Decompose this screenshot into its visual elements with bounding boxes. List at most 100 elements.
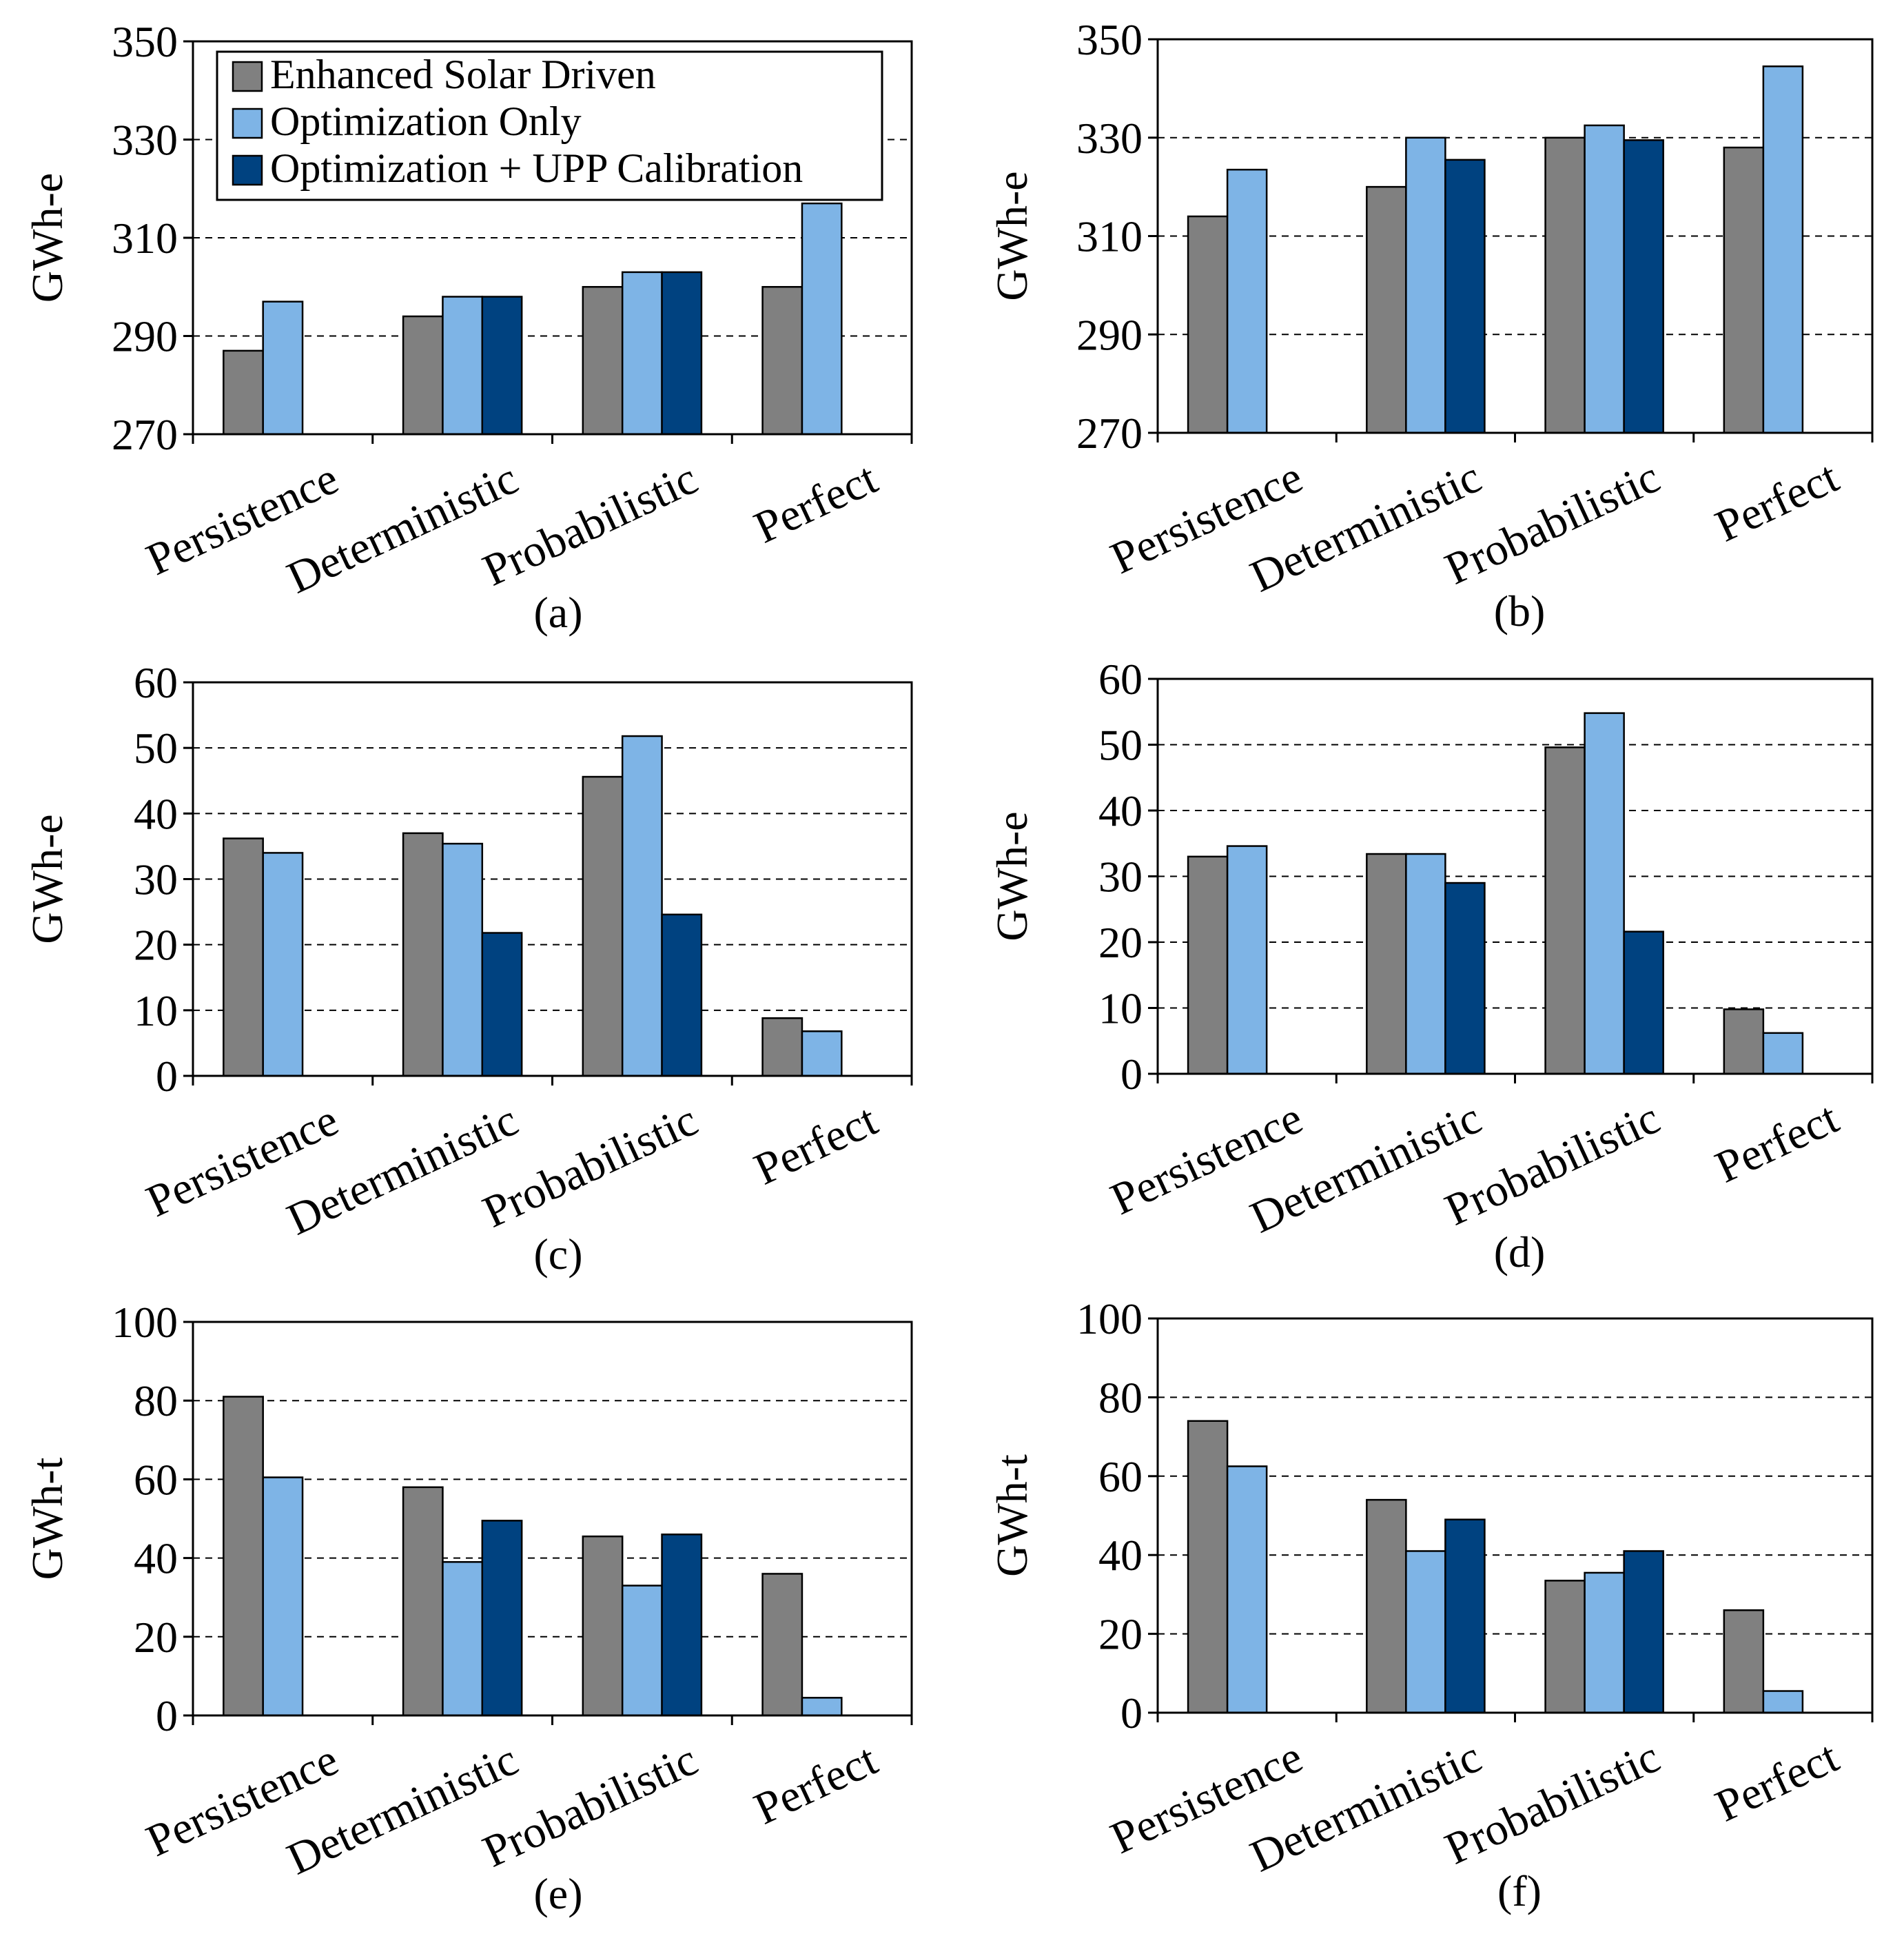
y-tick-label: 50 xyxy=(134,724,178,773)
bar xyxy=(223,837,264,1077)
legend-swatch xyxy=(232,154,263,186)
y-tick-label: 290 xyxy=(112,312,178,361)
x-tick-label: Perfect xyxy=(1708,1092,1845,1192)
x-tick-label: Perfect xyxy=(747,1094,885,1194)
bar xyxy=(223,349,264,436)
y-axis-label: GWh-t xyxy=(23,1457,72,1580)
bar xyxy=(1444,882,1486,1075)
y-tick-label: 0 xyxy=(1120,1050,1143,1099)
legend-label: Optimization Only xyxy=(270,99,582,144)
bar xyxy=(1226,845,1268,1075)
y-tick-label: 60 xyxy=(1098,655,1143,704)
bar xyxy=(621,271,663,436)
chart-panel: 020406080100PersistenceDeterministicProb… xyxy=(23,1298,913,1918)
bar xyxy=(262,852,304,1077)
bar xyxy=(661,1533,703,1717)
bar xyxy=(1762,65,1804,434)
y-tick-label: 30 xyxy=(134,855,178,904)
legend-swatch xyxy=(232,108,263,139)
panel-label: (d) xyxy=(1494,1227,1546,1276)
chart-panel: 0102030405060PersistenceDeterministicPro… xyxy=(23,658,913,1278)
y-tick-label: 330 xyxy=(1076,114,1143,163)
y-tick-label: 350 xyxy=(1076,15,1143,64)
y-tick-label: 100 xyxy=(112,1298,178,1347)
chart-panel: 270290310330350PersistenceDeterministicP… xyxy=(987,15,1874,635)
legend-box xyxy=(216,50,883,201)
bar xyxy=(1584,1571,1625,1714)
bar xyxy=(402,1486,444,1717)
bar xyxy=(801,1697,843,1717)
bar xyxy=(801,202,843,436)
bar xyxy=(1723,146,1765,434)
y-tick-label: 60 xyxy=(134,1455,178,1504)
y-tick-label: 20 xyxy=(134,1613,178,1662)
bar xyxy=(1762,1032,1804,1075)
bar xyxy=(481,1520,523,1717)
y-axis-label: GWh-e xyxy=(987,811,1036,941)
bar xyxy=(1762,1690,1804,1714)
bar xyxy=(1584,712,1625,1075)
y-tick-label: 330 xyxy=(112,116,178,165)
bar xyxy=(1544,136,1586,434)
bar xyxy=(761,286,803,436)
y-tick-label: 60 xyxy=(134,658,178,707)
y-tick-label: 270 xyxy=(112,410,178,459)
y-axis-label: GWh-e xyxy=(23,173,72,303)
bar xyxy=(1584,124,1625,434)
bar xyxy=(442,1561,484,1717)
y-tick-label: 10 xyxy=(1098,984,1143,1033)
bar xyxy=(1226,168,1268,434)
y-tick-label: 0 xyxy=(1120,1689,1143,1738)
y-tick-label: 20 xyxy=(1098,1610,1143,1659)
bar xyxy=(1723,1008,1765,1075)
y-tick-label: 350 xyxy=(112,17,178,66)
y-tick-label: 100 xyxy=(1076,1294,1143,1343)
legend-label: Optimization + UPP Calibration xyxy=(270,145,803,191)
bar xyxy=(1444,159,1486,434)
bar xyxy=(1544,746,1586,1075)
bar xyxy=(402,832,444,1077)
bar xyxy=(1623,139,1664,434)
bar xyxy=(1623,930,1664,1075)
bar xyxy=(1187,855,1229,1075)
bar xyxy=(1405,136,1446,434)
y-axis-label: GWh-e xyxy=(987,171,1036,300)
y-axis-label: GWh-e xyxy=(23,814,72,944)
panel-label: (a) xyxy=(533,588,582,637)
legend-label: Enhanced Solar Driven xyxy=(270,52,656,97)
y-tick-label: 80 xyxy=(1098,1373,1143,1422)
panel-label: (c) xyxy=(533,1230,582,1278)
bar xyxy=(582,1535,624,1717)
bar xyxy=(661,913,703,1077)
bar xyxy=(582,775,624,1077)
chart-panel: 020406080100PersistenceDeterministicProb… xyxy=(987,1294,1874,1915)
bar xyxy=(1366,853,1407,1075)
x-tick-label: Perfect xyxy=(747,453,885,553)
y-tick-label: 40 xyxy=(1098,1531,1143,1580)
bar xyxy=(1405,853,1446,1075)
y-tick-label: 40 xyxy=(1098,786,1143,835)
y-tick-label: 310 xyxy=(112,214,178,263)
bar xyxy=(1366,185,1407,434)
y-axis-label: GWh-t xyxy=(987,1454,1036,1577)
bar xyxy=(582,286,624,436)
bar xyxy=(1405,1550,1446,1714)
bar xyxy=(402,315,444,436)
y-tick-label: 40 xyxy=(134,789,178,838)
bar xyxy=(1187,215,1229,434)
x-tick-label: Perfect xyxy=(1708,1731,1845,1831)
chart-panel: 0102030405060PersistenceDeterministicPro… xyxy=(987,655,1874,1276)
bar xyxy=(262,300,304,436)
panel-label: (b) xyxy=(1494,587,1546,635)
bar xyxy=(481,932,523,1077)
y-tick-label: 30 xyxy=(1098,853,1143,901)
x-tick-label: Perfect xyxy=(747,1734,885,1834)
bar xyxy=(262,1476,304,1717)
y-tick-label: 0 xyxy=(156,1052,178,1101)
y-tick-label: 20 xyxy=(1098,918,1143,967)
y-tick-label: 20 xyxy=(134,921,178,970)
y-tick-label: 0 xyxy=(156,1691,178,1740)
bar xyxy=(442,296,484,436)
